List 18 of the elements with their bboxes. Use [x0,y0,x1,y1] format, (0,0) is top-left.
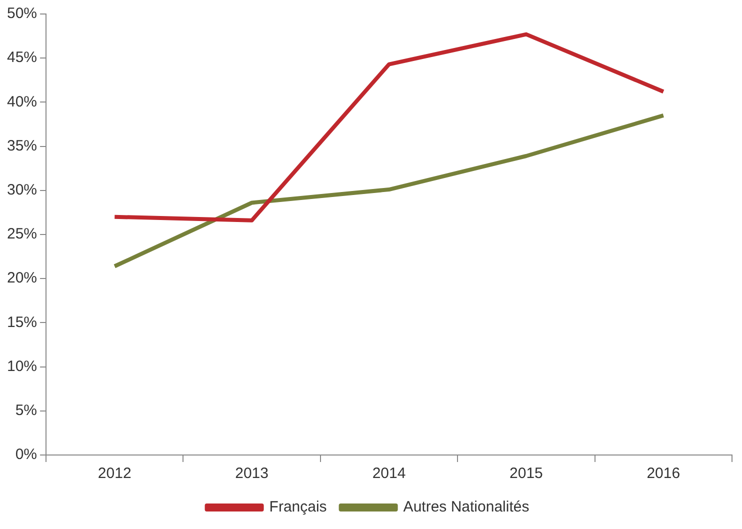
y-tick-label: 40% [6,93,38,110]
y-tick-label: 10% [6,358,38,375]
y-tick-label: 30% [6,182,38,199]
x-tick-label: 2014 [372,465,406,482]
y-tick-label: 5% [15,402,38,420]
y-tick-label: 15% [6,314,38,331]
y-tick-label: 0% [15,446,38,464]
x-tick-label: 2012 [98,465,132,482]
y-tick-label: 25% [6,226,38,243]
x-tick-label: 2015 [510,465,543,482]
y-tick-label: 45% [6,49,38,66]
y-tick-label: 50% [6,5,38,22]
legend-label: Français [269,498,327,516]
y-tick-label: 20% [6,270,38,287]
x-tick-label: 2013 [235,465,269,482]
legend-label: Autres Nationalités [403,498,530,516]
x-tick-label: 2016 [646,465,680,482]
y-tick-label: 35% [6,137,38,154]
